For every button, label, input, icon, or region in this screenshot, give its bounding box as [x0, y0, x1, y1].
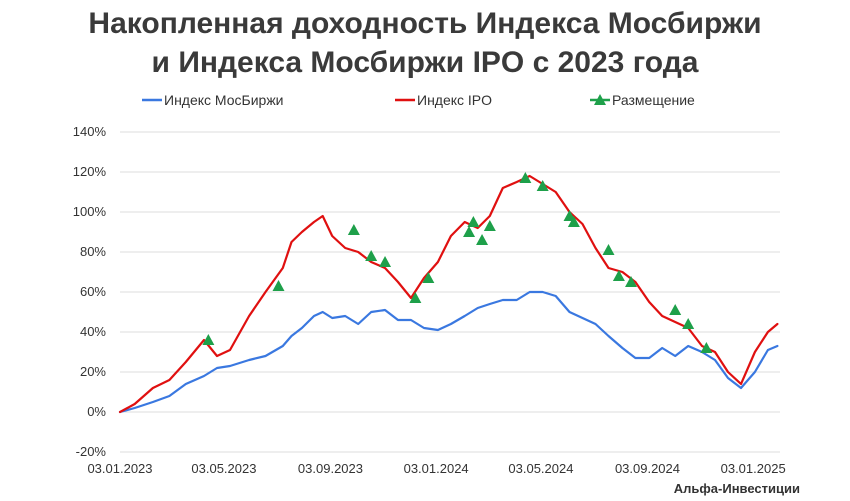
x-tick-label: 03.01.2023: [87, 461, 152, 476]
placement-marker: [567, 216, 580, 227]
placement-marker: [476, 234, 489, 245]
y-tick-label: -20%: [76, 444, 107, 459]
x-axis-labels: 03.01.2023 03.05.2023 03.09.2023 03.01.2024…: [87, 461, 785, 476]
x-tick-label: 03.01.2024: [404, 461, 469, 476]
x-tick-label: 03.09.2024: [615, 461, 680, 476]
placement-marker: [669, 304, 682, 315]
legend-label: Индекс МосБиржи: [164, 92, 284, 108]
placement-marker: [700, 342, 713, 353]
credit-label: Альфа-Инвестиции: [673, 481, 800, 496]
placement-marker: [272, 280, 285, 291]
placement-marker: [602, 244, 615, 255]
legend-label: Размещение: [612, 92, 695, 108]
title-line-1: Накопленная доходность Индекса Мосбиржи: [88, 7, 762, 40]
placement-marker: [463, 226, 476, 237]
placement-marker: [365, 250, 378, 261]
placement-marker: [409, 292, 422, 303]
grid: [120, 131, 780, 453]
y-tick-label: 80%: [80, 244, 106, 259]
placement-marker: [536, 180, 549, 191]
ipo-index-line: [118, 174, 779, 414]
legend: Индекс МосБиржи Индекс IPO Размещение: [142, 92, 695, 108]
legend-marker: [594, 94, 606, 105]
series-lines: [118, 174, 779, 414]
x-tick-label: 03.01.2025: [721, 461, 786, 476]
placement-marker: [202, 334, 215, 345]
title-line-2: и Индекса Мосбиржи IPO с 2023 года: [151, 46, 699, 79]
legend-item-ipo: Индекс IPO: [395, 92, 492, 108]
chart-title: Накопленная доходность Индекса Мосбиржи …: [0, 4, 850, 82]
y-tick-label: 20%: [80, 364, 106, 379]
placement-marker: [519, 172, 532, 183]
y-tick-label: 40%: [80, 324, 106, 339]
moex-index-line: [118, 290, 779, 414]
y-tick-label: 0%: [87, 404, 106, 419]
y-tick-label: 120%: [73, 164, 107, 179]
placement-marker: [379, 256, 392, 267]
placement-marker: [612, 270, 625, 281]
placement-marker: [422, 272, 435, 283]
x-tick-label: 03.05.2024: [508, 461, 573, 476]
legend-item-moex: Индекс МосБиржи: [142, 92, 284, 108]
y-tick-label: 140%: [73, 124, 107, 139]
placement-marker: [347, 224, 360, 235]
y-axis-labels: 140% 120% 100% 80% 60% 40% 20% 0% -20%: [73, 124, 107, 459]
placement-marker: [483, 220, 496, 231]
placement-marker: [467, 216, 480, 227]
y-tick-label: 60%: [80, 284, 106, 299]
x-tick-label: 03.05.2023: [191, 461, 256, 476]
y-tick-label: 100%: [73, 204, 107, 219]
x-tick-label: 03.09.2023: [298, 461, 363, 476]
placement-marker: [682, 318, 695, 329]
placement-marker: [563, 210, 576, 221]
legend-label: Индекс IPO: [417, 92, 492, 108]
placement-marker: [625, 276, 638, 287]
placement-markers: [202, 172, 713, 353]
legend-item-placement: Размещение: [590, 92, 695, 108]
